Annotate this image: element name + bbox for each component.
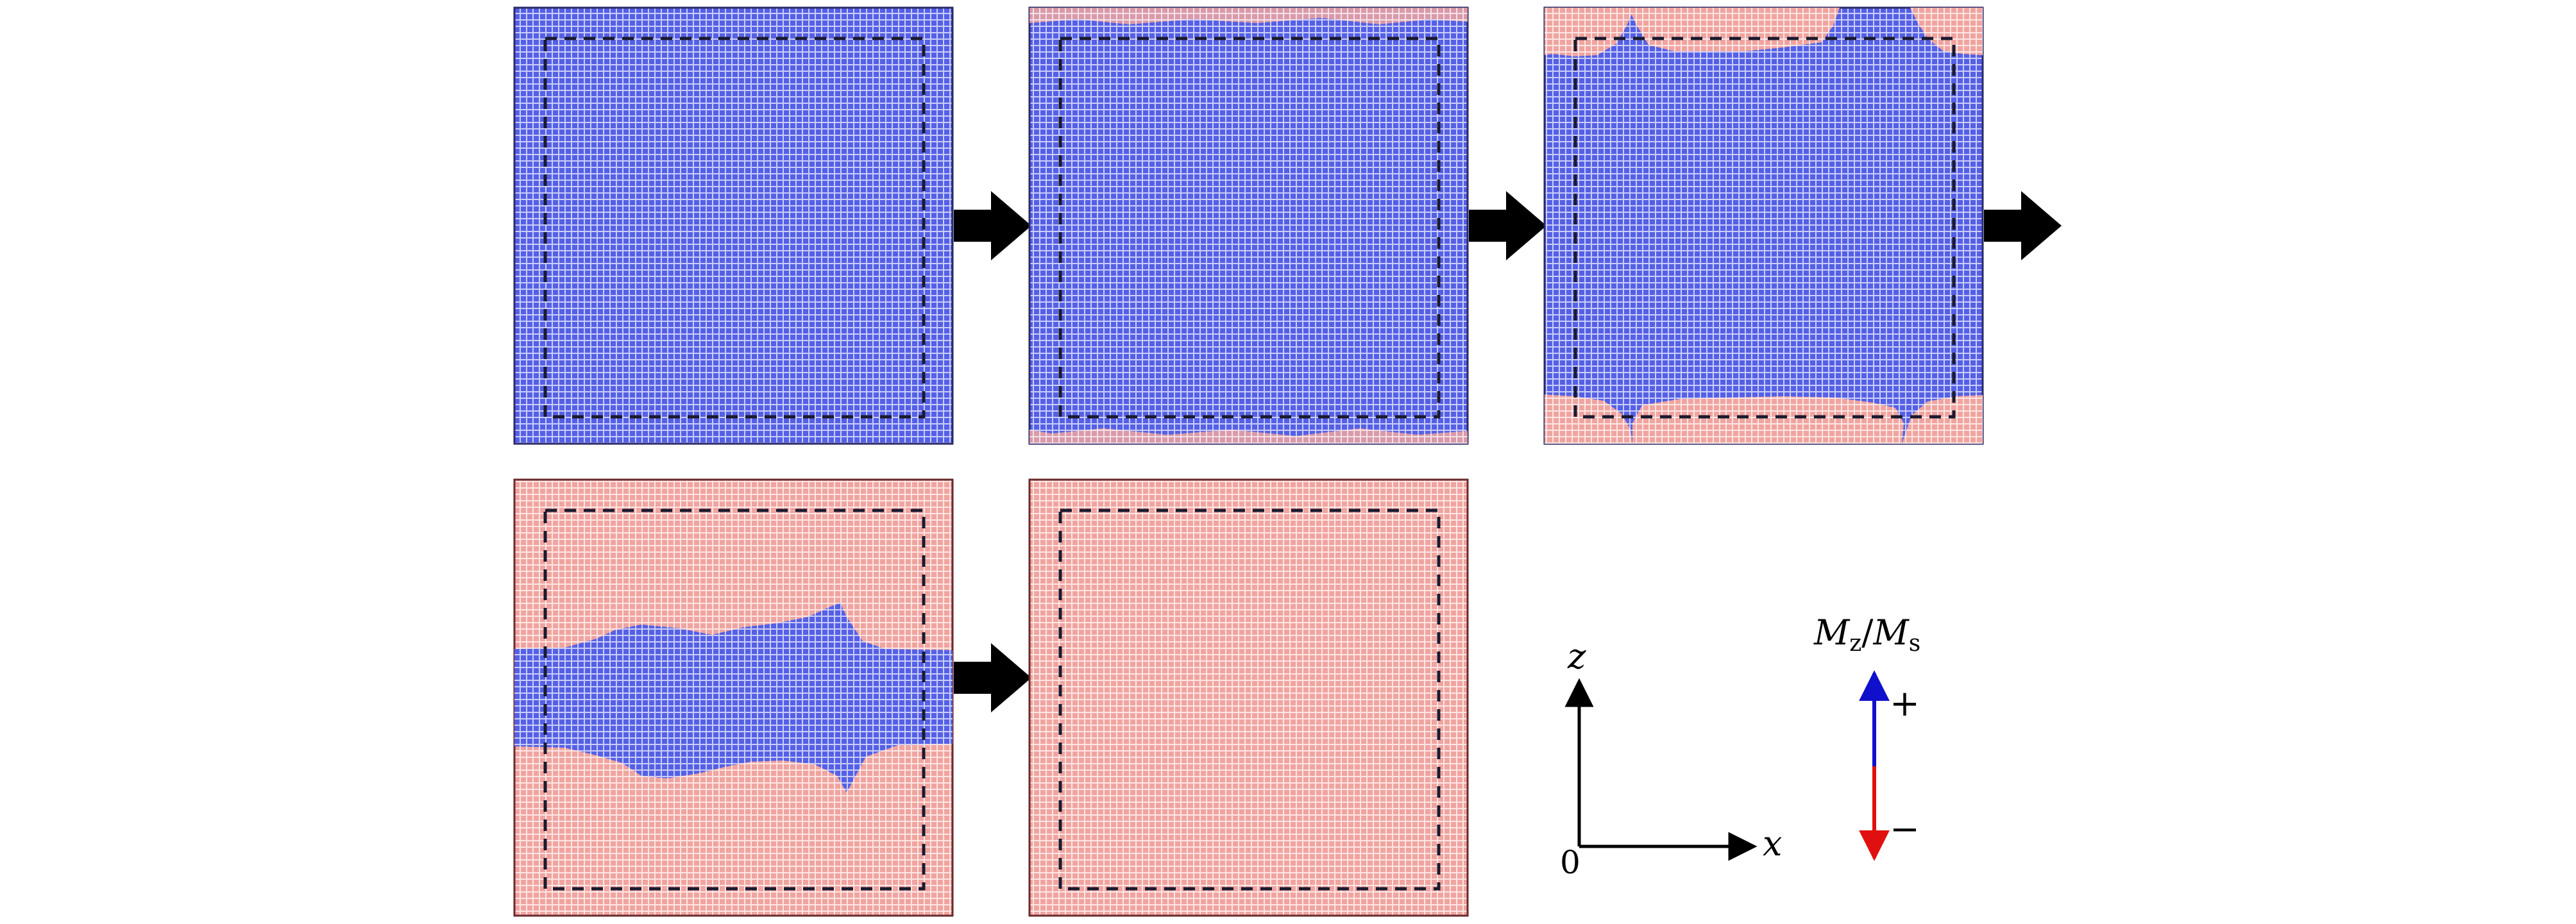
legend-title-m2: M: [1872, 612, 1910, 653]
panel-4-dashed-box: [543, 508, 926, 891]
legend-title-sub-z: z: [1849, 630, 1861, 657]
legend-title-m1: M: [1813, 612, 1851, 653]
panel-2-top-domain: [1030, 8, 1468, 24]
panel-3-bottom-right-domain: [1902, 395, 1983, 444]
z-axis-label: z: [1567, 636, 1586, 676]
panel-4-central-band: [513, 478, 954, 917]
panel-3-top-center-domain: [1628, 8, 1840, 51]
transition-arrow-1: [954, 191, 1031, 260]
panel-1-background: [513, 6, 954, 445]
panel-2-bottom-domain: [1030, 428, 1468, 444]
legend-minus-label: −: [1890, 809, 1920, 850]
magnetization-legend: Mz/Ms + −: [1813, 612, 1920, 861]
panel-3-top-right-domain: [1910, 8, 1983, 55]
panel-3-background: [1543, 6, 1984, 445]
panel-3-corner-domains: [1543, 6, 1984, 445]
x-axis-label: x: [1763, 823, 1782, 864]
transition-arrow-4: [954, 643, 1031, 712]
panel-5-all-down: [1028, 478, 1469, 917]
panel-1-dashed-box: [543, 37, 926, 419]
origin-label: 0: [1560, 844, 1580, 881]
panel-3-top-left-domain: [1545, 8, 1634, 56]
panel-3-bottom-center-domain: [1632, 396, 1904, 444]
panel-2-dashed-box: [1058, 37, 1441, 419]
panel-2-background: [1028, 6, 1469, 445]
legend-title: Mz/Ms: [1813, 612, 1920, 657]
panel-3-dashed-box: [1573, 37, 1956, 419]
panel-2-edge-nucleation: [1028, 6, 1469, 445]
panel-5-dashed-box: [1058, 508, 1441, 891]
panel-4-central-up-domain: [514, 603, 953, 793]
panel-5-background: [1028, 478, 1469, 917]
panel-3-bottom-left-domain: [1545, 394, 1632, 444]
transition-arrow-3: [1984, 191, 2062, 260]
coordinate-axes: 0 x z: [1560, 636, 1782, 881]
panel-1-all-up: [513, 6, 954, 445]
legend-plus-label: +: [1890, 683, 1920, 725]
legend-title-sub-s: s: [1909, 630, 1920, 657]
legend-title-slash: /: [1861, 612, 1874, 653]
transition-arrow-2: [1469, 191, 1546, 260]
